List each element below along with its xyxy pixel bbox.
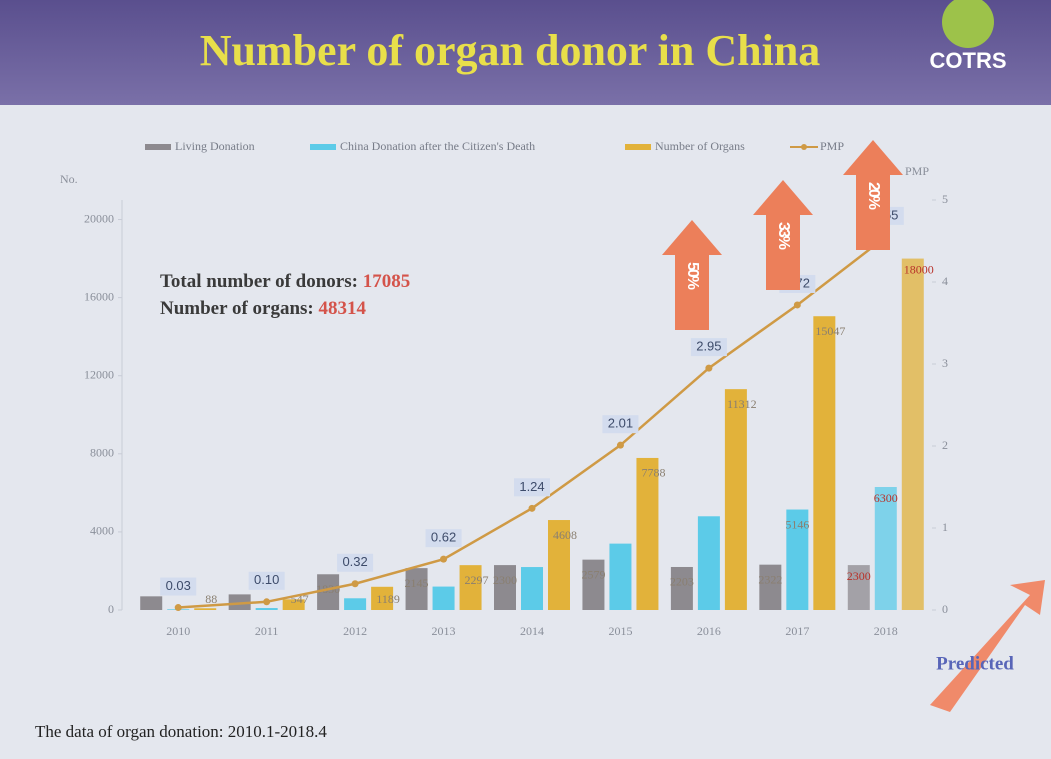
y-tick-label: 8000 <box>90 446 114 460</box>
legend-label: Number of Organs <box>655 139 745 153</box>
data-label: 18000 <box>904 262 934 276</box>
y2-tick-label: 3 <box>942 356 948 370</box>
annotation-value: 48314 <box>319 298 367 319</box>
bar <box>636 458 658 610</box>
data-label: 2300 <box>493 573 517 587</box>
line-point <box>794 301 801 308</box>
x-tick-label: 2011 <box>255 624 279 638</box>
page: {"chart_data": { "type": "bar", "title":… <box>0 0 1051 759</box>
data-label: 2203 <box>670 575 694 589</box>
data-label: 0.10 <box>254 572 279 587</box>
data-label: 88 <box>205 592 217 606</box>
data-label: 0.03 <box>166 578 191 593</box>
annotation: Total number of donors: 17085 <box>160 271 410 292</box>
bar <box>698 516 720 610</box>
legend-swatch <box>625 144 651 150</box>
bar <box>494 565 516 610</box>
data-label: 2145 <box>405 576 429 590</box>
x-tick-label: 2018 <box>874 624 898 638</box>
data-label: 5146 <box>785 517 809 531</box>
chart-title: Number of organ donor in China <box>200 26 821 75</box>
bar <box>521 567 543 610</box>
bar <box>725 389 747 610</box>
growth-label: 20% <box>865 182 882 210</box>
y2-axis-label: PMP <box>905 164 929 178</box>
line-point <box>705 365 712 372</box>
y-tick-label: 16000 <box>84 289 114 303</box>
x-tick-label: 2010 <box>166 624 190 638</box>
predicted-label: Predicted <box>936 653 1014 674</box>
y-axis-label: No. <box>60 172 78 186</box>
x-tick-label: 2017 <box>785 624 809 638</box>
legend-swatch <box>310 144 336 150</box>
data-label: 0.32 <box>342 554 367 569</box>
annotation-label: Number of organs: <box>160 298 314 319</box>
bar <box>875 487 897 610</box>
legend-label: Living Donation <box>175 139 255 153</box>
data-label: 2.95 <box>696 339 721 354</box>
annotation-value: 17085 <box>363 271 411 292</box>
footnote: The data of organ donation: 2010.1-2018.… <box>35 722 327 741</box>
legend-swatch <box>145 144 171 150</box>
growth-label: 33% <box>775 222 792 250</box>
data-label: 7788 <box>641 466 665 480</box>
y-tick-label: 12000 <box>84 367 114 381</box>
data-label: 15047 <box>815 324 845 338</box>
data-label: 1.24 <box>519 479 544 494</box>
growth-label: 50% <box>684 262 701 290</box>
data-label: 0.62 <box>431 530 456 545</box>
line-point <box>440 556 447 563</box>
data-label: 1189 <box>376 592 400 606</box>
bar <box>902 259 924 610</box>
y-tick-label: 0 <box>108 602 114 616</box>
x-tick-label: 2015 <box>608 624 632 638</box>
line-point <box>352 580 359 587</box>
annotation: Number of organs: 48314 <box>160 298 367 319</box>
data-label: 4608 <box>553 528 577 542</box>
data-label: 2322 <box>758 572 782 586</box>
line-point <box>175 604 182 611</box>
y2-tick-label: 1 <box>942 520 948 534</box>
chart: Number of organ donor in China COTRS No.… <box>0 0 1051 759</box>
line-point <box>263 598 270 605</box>
annotation-label: Total number of donors: <box>160 271 358 292</box>
y-tick-label: 20000 <box>84 211 114 225</box>
bar <box>344 598 366 610</box>
line-point <box>617 442 624 449</box>
x-tick-label: 2012 <box>343 624 367 638</box>
data-label: 6300 <box>874 491 898 505</box>
y2-tick-label: 5 <box>942 192 948 206</box>
bar <box>194 608 216 610</box>
data-label: 11312 <box>727 397 757 411</box>
x-tick-label: 2016 <box>697 624 721 638</box>
y2-tick-label: 4 <box>942 274 948 288</box>
bar <box>813 316 835 610</box>
logo-text: COTRS <box>930 48 1007 73</box>
x-tick-label: 2013 <box>432 624 456 638</box>
y-tick-label: 4000 <box>90 524 114 538</box>
data-label: 2579 <box>581 567 605 581</box>
legend-label: PMP <box>820 139 844 153</box>
bar <box>140 596 162 610</box>
bar <box>460 565 482 610</box>
line-point <box>529 505 536 512</box>
y2-tick-label: 0 <box>942 602 948 616</box>
slide-background <box>0 0 1051 759</box>
y2-tick-label: 2 <box>942 438 948 452</box>
bar <box>256 608 278 610</box>
data-label: 2300 <box>847 569 871 583</box>
bar <box>433 587 455 610</box>
legend-swatch <box>801 144 807 150</box>
data-label: 2.01 <box>608 416 633 431</box>
data-label: 2297 <box>465 573 489 587</box>
x-tick-label: 2014 <box>520 624 544 638</box>
bar <box>609 544 631 610</box>
legend-label: China Donation after the Citizen's Death <box>340 139 535 153</box>
